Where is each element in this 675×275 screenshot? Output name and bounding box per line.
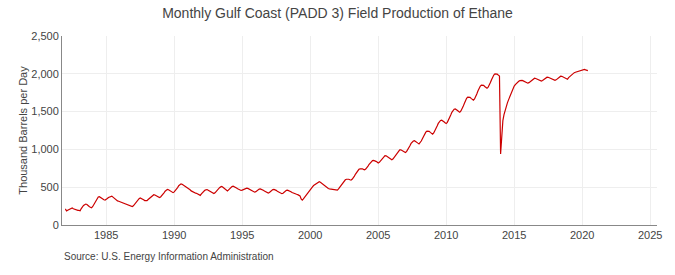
svg-text:2025: 2025 xyxy=(638,229,662,241)
svg-text:1,000: 1,000 xyxy=(31,143,59,155)
svg-text:1985: 1985 xyxy=(94,229,118,241)
svg-text:1,500: 1,500 xyxy=(31,105,59,117)
svg-text:2,000: 2,000 xyxy=(31,68,59,80)
svg-text:500: 500 xyxy=(40,181,58,193)
svg-text:1995: 1995 xyxy=(230,229,254,241)
svg-text:2020: 2020 xyxy=(570,229,594,241)
svg-text:2,500: 2,500 xyxy=(31,30,59,42)
svg-text:Source: U.S. Energy Informatio: Source: U.S. Energy Information Administ… xyxy=(64,251,274,262)
svg-text:2010: 2010 xyxy=(434,229,458,241)
svg-text:Monthly Gulf Coast (PADD 3) Fi: Monthly Gulf Coast (PADD 3) Field Produc… xyxy=(162,5,513,21)
svg-text:2000: 2000 xyxy=(298,229,322,241)
svg-text:Thousand Barrels per Day: Thousand Barrels per Day xyxy=(17,66,29,195)
svg-text:2005: 2005 xyxy=(366,229,390,241)
svg-text:2015: 2015 xyxy=(502,229,526,241)
svg-text:0: 0 xyxy=(53,219,59,231)
svg-text:1990: 1990 xyxy=(162,229,186,241)
